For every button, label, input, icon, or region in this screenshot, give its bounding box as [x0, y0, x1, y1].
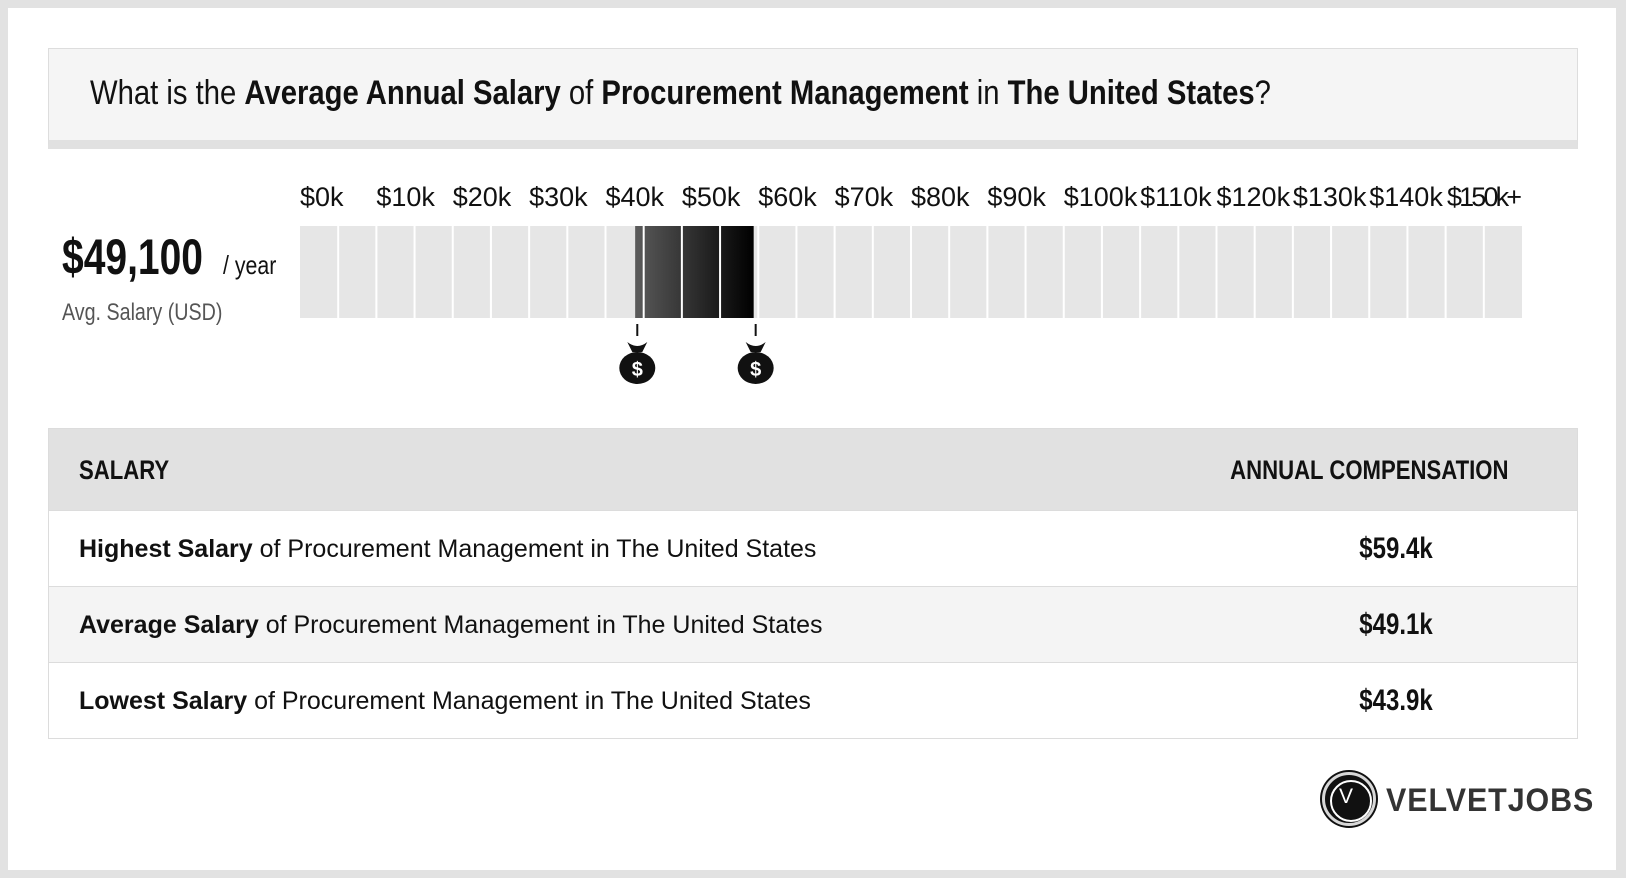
title-location: The United States	[1007, 74, 1255, 112]
header-salary: SALARY	[79, 455, 170, 485]
tick-label: $140k	[1369, 182, 1443, 212]
segment-divider	[375, 226, 378, 318]
segment-divider	[337, 226, 340, 318]
segment-divider	[1253, 226, 1256, 318]
tick-label: $10k	[376, 182, 435, 212]
segment-dividers	[337, 226, 1485, 318]
title-prefix: What is the	[90, 74, 237, 112]
tick-label: $60k	[758, 182, 817, 212]
segment-divider	[719, 226, 722, 318]
tick-label: $80k	[911, 182, 970, 212]
row-label-rest: of Procurement Management in The United …	[247, 687, 811, 715]
segment-divider	[1177, 226, 1180, 318]
lowest-marker: $	[619, 324, 656, 384]
title-metric: Average Annual Salary	[244, 74, 561, 112]
logo-wordmark: VELVETJOBS	[1386, 782, 1595, 818]
segment-divider	[1024, 226, 1027, 318]
tick-label: $100k	[1064, 182, 1138, 212]
segment-divider	[528, 226, 531, 318]
row-label-rest: of Procurement Management in The United …	[252, 535, 817, 563]
bag-neck	[627, 342, 648, 352]
segment-divider	[489, 226, 492, 318]
range-markers: $ $	[619, 324, 774, 384]
segment-divider	[566, 226, 569, 318]
row-label-rest: of Procurement Management in The United …	[258, 611, 823, 639]
segment-divider	[604, 226, 607, 318]
segment-divider	[680, 226, 683, 318]
tick-label: $0k	[300, 182, 344, 212]
segment-divider	[1291, 226, 1294, 318]
segment-divider	[795, 226, 798, 318]
avg-salary-caption: Avg. Salary (USD)	[62, 299, 223, 326]
segment-divider	[413, 226, 416, 318]
tick-labels: $0k $10k $20k $30k $40k $50k $60k $70k $80k $90k $…	[300, 182, 1522, 212]
segment-divider	[1406, 226, 1409, 318]
segment-divider	[757, 226, 760, 318]
segment-divider	[910, 226, 912, 318]
title-box: What is the Average Annual Salary of Pro…	[48, 48, 1578, 149]
table-header: SALARY ANNUAL COMPENSATION	[49, 429, 1577, 510]
header-annual-compensation: ANNUAL COMPENSATION	[1230, 455, 1509, 485]
logo-letter: V	[1338, 785, 1353, 808]
tick-label: $40k	[606, 182, 665, 212]
avg-salary-period: / year	[223, 250, 277, 280]
row-label: Lowest Salary of Procurement Management …	[79, 685, 811, 717]
segment-divider	[833, 226, 836, 318]
tick-label: $120k	[1217, 182, 1291, 212]
range-low-edge	[635, 226, 641, 318]
segment-divider	[1368, 226, 1371, 318]
bag-body	[737, 352, 774, 384]
page-title: What is the Average Annual Salary of Pro…	[90, 71, 1271, 115]
segment-divider	[1139, 226, 1142, 318]
segment-divider	[642, 226, 645, 318]
row-label: Highest Salary of Procurement Management…	[79, 533, 816, 565]
title-in: in	[976, 74, 1000, 112]
bag-body	[619, 352, 656, 384]
segment-divider	[1482, 226, 1485, 318]
tick-label: $150k+	[1447, 182, 1522, 212]
segment-divider	[1215, 226, 1218, 318]
tick-label: $20k	[453, 182, 512, 212]
tick-label: $50k	[682, 182, 741, 212]
tick-label: $130k	[1293, 182, 1367, 212]
title-role: Procurement Management	[601, 74, 969, 112]
row-value: $43.9k	[1359, 684, 1433, 717]
segment-divider	[1444, 226, 1447, 318]
salary-range-chart: $0k $10k $20k $30k $40k $50k $60k $70k $80k $90k $…	[300, 182, 1522, 384]
table-row: Lowest Salary of Procurement Management …	[49, 662, 1577, 738]
money-bag-icon: $	[619, 342, 656, 384]
table-row: Average Salary of Procurement Management…	[49, 586, 1577, 662]
segment-divider	[986, 226, 989, 318]
bag-dollar-sign: $	[750, 359, 761, 381]
segment-divider	[1062, 226, 1065, 318]
range-fill-bar	[635, 226, 754, 318]
tick-label: $30k	[529, 182, 588, 212]
salary-range-fill	[635, 226, 754, 318]
row-label: Average Salary of Procurement Management…	[79, 609, 822, 641]
title-of: of	[568, 74, 594, 112]
avg-salary-value: $49,100	[62, 229, 203, 285]
row-value: $49.1k	[1359, 608, 1433, 641]
tick-label: $90k	[987, 182, 1046, 212]
segment-divider	[451, 226, 454, 318]
tick-label: $110k	[1140, 182, 1212, 212]
segment-divider	[1100, 226, 1103, 318]
title-suffix: ?	[1254, 74, 1271, 112]
bag-neck	[745, 342, 766, 352]
segment-divider	[871, 226, 874, 318]
segment-divider	[1330, 226, 1333, 318]
segment-divider	[948, 226, 951, 318]
money-bag-icon: $	[737, 342, 774, 384]
bag-dollar-sign: $	[632, 359, 643, 381]
tick-label: $70k	[835, 182, 894, 212]
row-value: $59.4k	[1359, 532, 1433, 565]
salary-table: SALARY ANNUAL COMPENSATION Highest Salar…	[48, 428, 1578, 739]
row-label-bold: Lowest Salary	[79, 687, 248, 715]
table-row: Highest Salary of Procurement Management…	[49, 510, 1577, 586]
row-label-bold: Highest Salary	[79, 535, 253, 563]
logo-badge-icon	[1322, 772, 1376, 826]
row-label-bold: Average Salary	[79, 611, 259, 639]
velvetjobs-logo: V VELVETJOBS	[1322, 772, 1593, 828]
highest-marker: $	[737, 324, 774, 384]
